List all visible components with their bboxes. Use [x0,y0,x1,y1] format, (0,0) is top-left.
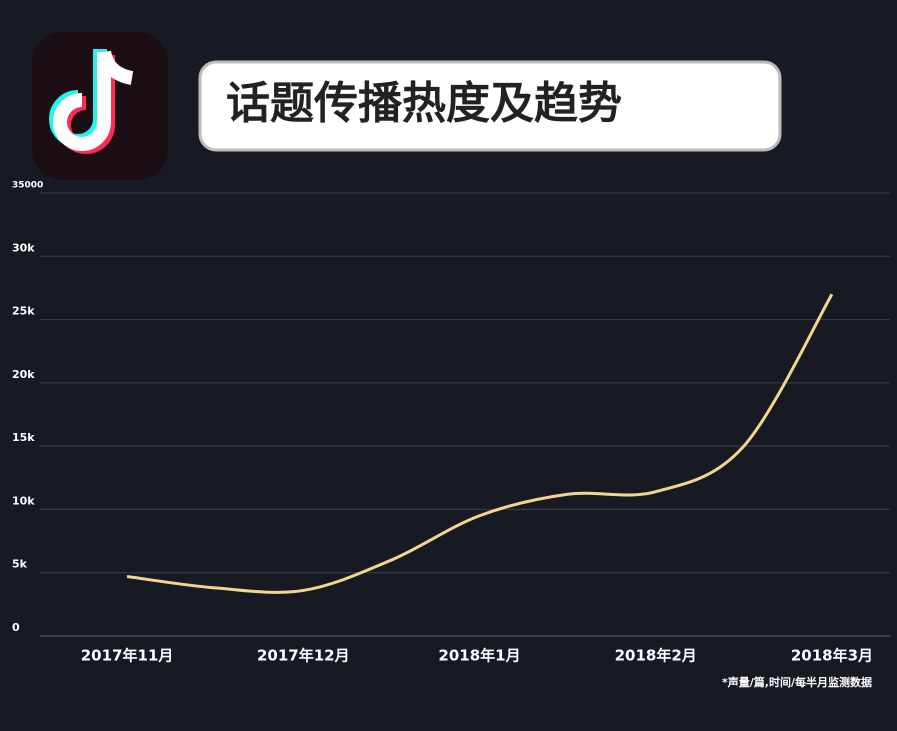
y-tick-label: 25k [12,305,35,318]
y-tick-label: 35000 [12,181,43,191]
note: *声量/篇,时间/每半月监测数据 [722,675,872,689]
y-tick-label: 20k [12,368,35,381]
x-tick-label: 2017年12月 [257,647,350,665]
x-tick-label: 2018年3月 [791,647,873,665]
y-tick-label: 0 [12,621,20,634]
x-tick-label: 2017年11月 [81,647,174,665]
y-tick-label: 5k [12,558,28,571]
x-tick-label: 2018年1月 [438,647,520,665]
logo [32,32,168,180]
chart-title: 话题传播热度及趋势 [226,78,622,129]
y-tick-label: 30k [12,241,35,254]
y-tick-label: 15k [12,431,35,444]
y-tick-label: 10k [12,494,35,507]
x-tick-label: 2018年2月 [615,647,697,665]
line [126,293,834,594]
title-box [198,60,782,152]
